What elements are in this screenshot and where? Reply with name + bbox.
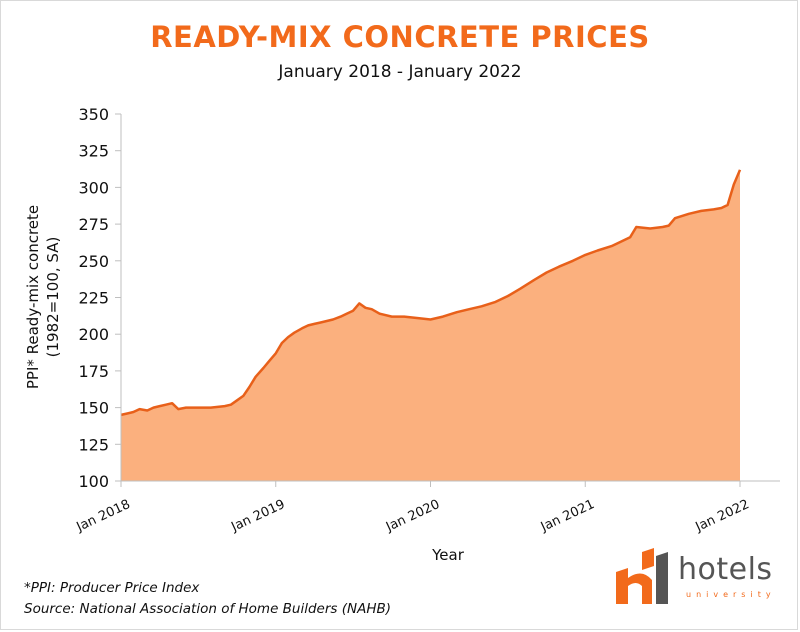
y-axis-title: PPI* Ready-mix concrete	[24, 205, 42, 389]
y-tick-label: 150	[78, 399, 109, 418]
y-tick-label: 225	[78, 289, 109, 308]
y-tick-label: 275	[78, 215, 109, 234]
y-tick-label: 300	[78, 178, 109, 197]
logo-word: hotels	[678, 552, 773, 587]
source-note: Source: National Association of Home Bui…	[24, 601, 392, 617]
y-tick-label: 200	[78, 325, 109, 344]
logo-sub: university	[686, 590, 776, 599]
x-tick-label: Jan 2020	[383, 497, 442, 535]
y-axis-title-units: (1982=100, SA)	[44, 237, 62, 358]
series-line	[120, 169, 742, 417]
logo-mark-icon	[616, 548, 668, 604]
series-area	[121, 169, 740, 482]
x-tick-label: Jan 2021	[538, 497, 597, 535]
y-tick-label: 325	[78, 142, 109, 161]
y-tick-label: 175	[78, 362, 109, 381]
chart-subtitle: January 2018 - January 2022	[278, 62, 522, 82]
footnote-ppi: *PPI: Producer Price Index	[24, 580, 200, 596]
x-tick-label: Jan 2022	[693, 497, 752, 535]
chart-title: READY-MIX CONCRETE PRICES	[150, 20, 650, 54]
x-tick-label: Jan 2019	[228, 497, 287, 535]
hotels-university-logo: hotels university	[612, 548, 782, 608]
y-tick-label: 125	[78, 435, 109, 454]
y-tick-label: 100	[78, 472, 109, 491]
y-tick-label: 350	[78, 105, 109, 124]
x-tick-label: Jan 2018	[74, 497, 133, 535]
x-axis-title: Year	[431, 546, 465, 564]
y-tick-label: 250	[78, 252, 109, 271]
